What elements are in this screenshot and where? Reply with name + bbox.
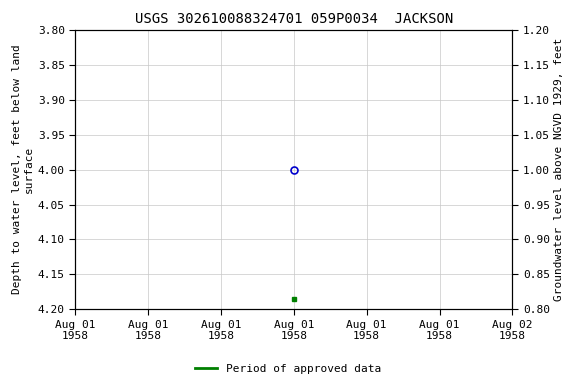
Y-axis label: Groundwater level above NGVD 1929, feet: Groundwater level above NGVD 1929, feet — [554, 38, 564, 301]
Title: USGS 302610088324701 059P0034  JACKSON: USGS 302610088324701 059P0034 JACKSON — [135, 12, 453, 26]
Legend: Period of approved data: Period of approved data — [191, 359, 385, 379]
Y-axis label: Depth to water level, feet below land
surface: Depth to water level, feet below land su… — [12, 45, 33, 295]
